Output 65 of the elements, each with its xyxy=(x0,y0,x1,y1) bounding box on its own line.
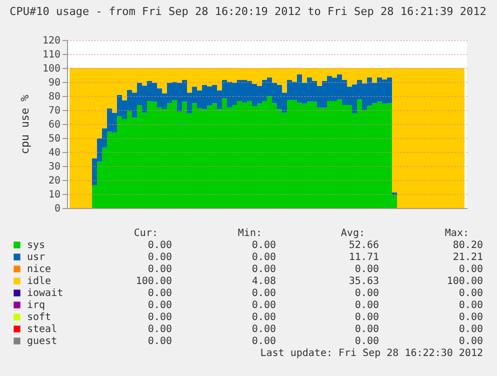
text: 0.00 xyxy=(458,312,483,323)
text: 0.00 xyxy=(458,264,483,275)
legend-label: idle xyxy=(27,276,52,287)
text: 100.00 xyxy=(446,276,483,287)
text: 0.00 xyxy=(458,288,483,299)
text: 4.08 xyxy=(252,276,276,287)
y-tick-label: 30 xyxy=(48,162,60,172)
text: 0.00 xyxy=(458,324,483,335)
text: 100.00 xyxy=(136,276,172,287)
text: 21.21 xyxy=(452,252,483,263)
text: Last update: Fri Sep 28 16:22:30 2012 xyxy=(260,348,483,359)
text: 0.00 xyxy=(252,336,276,347)
text: 0.00 xyxy=(252,240,276,251)
text: 0.00 xyxy=(354,312,379,323)
legend-label: nice xyxy=(27,264,52,275)
y-tick-label: 70 xyxy=(48,106,60,116)
text: 0.00 xyxy=(354,324,379,335)
y-axis-title: cpu use % xyxy=(18,94,32,154)
y-tick-label: 50 xyxy=(48,134,60,144)
legend-label: sys xyxy=(27,240,46,251)
y-tick-label: 20 xyxy=(48,176,60,186)
text: Cur: xyxy=(134,228,158,239)
y-tick-label: 10 xyxy=(48,190,60,200)
text: 0.00 xyxy=(252,300,276,311)
text: 0.00 xyxy=(148,264,172,275)
text: 35.63 xyxy=(348,276,379,287)
text: 0.00 xyxy=(148,312,172,323)
legend-label: usr xyxy=(27,252,46,263)
legend-label: soft xyxy=(27,312,52,323)
text: 0.00 xyxy=(252,288,276,299)
text: 0.00 xyxy=(354,288,379,299)
text: Max: xyxy=(444,228,469,239)
legend-label: guest xyxy=(27,336,58,347)
y-tick-label: 80 xyxy=(48,92,60,102)
text: Avg: xyxy=(340,228,365,239)
y-tick-label: 120 xyxy=(42,36,60,46)
text: 0.00 xyxy=(148,300,172,311)
text: 0.00 xyxy=(458,300,483,311)
text: 0.00 xyxy=(458,336,483,347)
text: 0.00 xyxy=(148,336,172,347)
text: 0.00 xyxy=(252,252,276,263)
text: 0.00 xyxy=(354,264,379,275)
text: 0.00 xyxy=(354,336,379,347)
text: 0.00 xyxy=(252,312,276,323)
text: 11.71 xyxy=(348,252,379,263)
chart-title: CPU#10 usage - from Fri Sep 28 16:20:19 2012 to Fri Sep 28 16:21:39 2012 xyxy=(10,5,486,18)
text: 52.66 xyxy=(348,240,379,251)
legend-label: steal xyxy=(27,324,58,335)
y-tick-label: 60 xyxy=(48,120,60,130)
y-tick-label: 100 xyxy=(42,64,60,74)
legend-label: iowait xyxy=(27,288,64,299)
text: 0.00 xyxy=(148,324,172,335)
y-tick-label: 0 xyxy=(54,204,60,214)
text: 80.20 xyxy=(452,240,483,251)
text: 0.00 xyxy=(354,300,379,311)
text: 0.00 xyxy=(252,264,276,275)
y-tick-label: 110 xyxy=(42,50,60,60)
text: 0.00 xyxy=(252,324,276,335)
text: 0.00 xyxy=(148,240,172,251)
y-tick-label: 90 xyxy=(48,78,60,88)
text: 0.00 xyxy=(148,288,172,299)
text: 0.00 xyxy=(148,252,172,263)
y-tick-label: 40 xyxy=(48,148,60,158)
text: Min: xyxy=(238,228,262,239)
legend-label: irq xyxy=(27,300,46,311)
